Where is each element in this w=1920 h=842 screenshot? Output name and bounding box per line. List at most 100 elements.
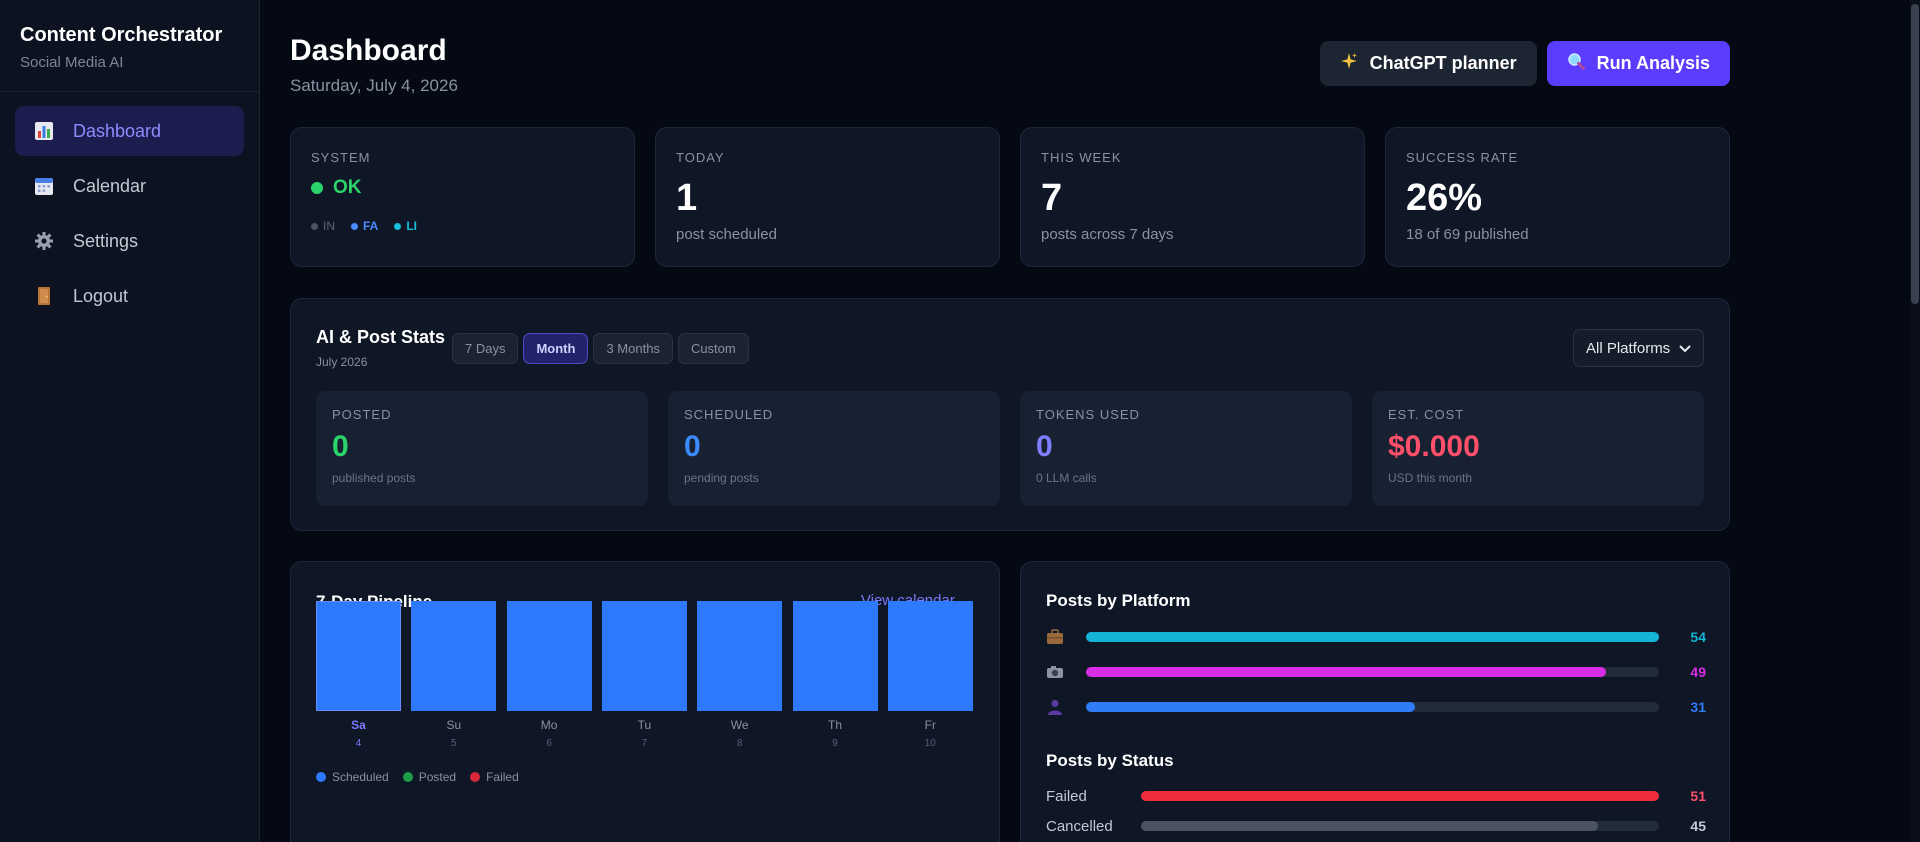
status-bar-track <box>1141 791 1659 801</box>
platform-count: 49 <box>1690 664 1706 680</box>
range-tabs: 7 Days Month 3 Months Custom <box>452 333 749 364</box>
brand: Content Orchestrator Social Media AI <box>0 0 259 92</box>
legend-label: Posted <box>418 770 457 784</box>
stat-sub: published posts <box>332 471 416 485</box>
pipeline-day-label: Tu <box>637 718 652 732</box>
legend-label: Scheduled <box>332 770 389 784</box>
kpi-value: 1 <box>676 177 698 219</box>
platform-code: FA <box>363 219 379 233</box>
sidebar-item-dashboard[interactable]: Dashboard <box>15 106 244 156</box>
range-tab-month[interactable]: Month <box>523 333 589 364</box>
system-status-text: OK <box>333 177 362 198</box>
platform-dot-icon <box>394 222 402 230</box>
pipeline-day-bar[interactable] <box>697 601 783 711</box>
sidebar-item-calendar[interactable]: Calendar <box>15 161 244 211</box>
platform-select[interactable]: All Platforms <box>1573 329 1704 367</box>
scrollbar-thumb[interactable] <box>1911 4 1919 304</box>
sparkles-icon <box>1340 52 1358 75</box>
scheduled-stat: SCHEDULED 0 pending posts <box>668 391 1000 506</box>
chatgpt-planner-label: ChatGPT planner <box>1369 53 1517 73</box>
platform-dot-icon <box>351 222 358 230</box>
tokens-used-stat: TOKENS USED 0 0 LLM calls <box>1020 391 1352 506</box>
pipeline-day-bar[interactable] <box>601 601 687 711</box>
page-title: Dashboard <box>290 34 447 67</box>
camera-icon <box>1046 664 1064 685</box>
pipeline-day-bar[interactable] <box>792 601 878 711</box>
stat-value: 0 <box>332 430 349 463</box>
pipeline-day-number: 10 <box>924 738 936 749</box>
run-analysis-label: Run Analysis <box>1596 53 1710 73</box>
status-bar-fill <box>1141 791 1659 801</box>
range-tab-3-months[interactable]: 3 Months <box>593 333 673 364</box>
stat-sub: USD this month <box>1388 471 1473 485</box>
pipeline-day-bar[interactable] <box>887 601 973 711</box>
ai-post-stats-card: AI & Post Stats July 2026 7 Days Month 3… <box>290 298 1730 531</box>
stat-label: SCHEDULED <box>684 407 774 422</box>
stat-value: $0.000 <box>1388 430 1480 463</box>
kpi-value: 7 <box>1041 177 1063 219</box>
stat-label: EST. COST <box>1388 407 1465 422</box>
pipeline-day-label: Mo <box>540 718 558 732</box>
stat-label: POSTED <box>332 407 392 422</box>
platform-bar-fill <box>1086 632 1659 642</box>
today-card: TODAY 1 post scheduled <box>655 127 1000 267</box>
door-icon <box>33 285 55 307</box>
sidebar-item-settings[interactable]: Settings <box>15 216 244 266</box>
legend-failed: Failed <box>470 770 519 784</box>
platform-row: 54 <box>1046 627 1706 647</box>
platform-chip-li: LI <box>394 219 417 233</box>
chatgpt-planner-button[interactable]: ChatGPT planner <box>1319 41 1537 86</box>
platform-bar-fill <box>1086 667 1606 677</box>
platform-bar-track <box>1086 667 1659 677</box>
success-rate-card: SUCCESS RATE 26% 18 of 69 published <box>1385 127 1730 267</box>
status-label: Cancelled <box>1046 817 1113 835</box>
gear-icon <box>33 230 55 252</box>
platform-count: 31 <box>1690 699 1706 715</box>
platform-bar-track <box>1086 702 1659 712</box>
status-label: Failed <box>1046 787 1087 805</box>
kpi-label: TODAY <box>676 150 725 165</box>
platform-bar-track <box>1086 632 1659 642</box>
platform-dot-icon <box>311 222 318 230</box>
page-date: Saturday, July 4, 2026 <box>290 76 458 95</box>
legend-dot-icon <box>316 772 326 782</box>
kpi-label: THIS WEEK <box>1041 150 1122 165</box>
stats-subtitle: July 2026 <box>316 355 368 369</box>
pipeline-day-label: We <box>730 718 749 732</box>
run-analysis-button[interactable]: Run Analysis <box>1546 41 1730 86</box>
kpi-sub: post scheduled <box>676 226 777 243</box>
platform-status-list: IN FA LI <box>311 219 614 233</box>
range-tab-7-days[interactable]: 7 Days <box>452 333 519 364</box>
status-count: 51 <box>1690 788 1706 804</box>
platform-chip-fa: FA <box>351 219 378 233</box>
sidebar-item-label: Settings <box>73 230 139 251</box>
status-row: Cancelled 45 <box>1046 816 1706 836</box>
pipeline-day-bar[interactable] <box>411 601 497 711</box>
status-row: Failed 51 <box>1046 786 1706 806</box>
legend-label: Failed <box>486 770 519 784</box>
stat-value: 0 <box>684 430 701 463</box>
pipeline-day-number: 5 <box>451 738 457 749</box>
sidebar: Content Orchestrator Social Media AI Das… <box>0 0 260 842</box>
pipeline-day-bar[interactable] <box>506 601 592 711</box>
status-bar-track <box>1141 821 1659 831</box>
kpi-label: SUCCESS RATE <box>1406 150 1519 165</box>
legend-posted: Posted <box>402 770 457 784</box>
pipeline-day-number: 9 <box>832 738 838 749</box>
status-bar-fill <box>1141 821 1599 831</box>
brand-subtitle: Social Media AI <box>20 54 124 71</box>
briefcase-icon <box>1046 629 1064 650</box>
kpi-label: SYSTEM <box>311 150 371 165</box>
sidebar-item-label: Calendar <box>73 175 147 196</box>
posts-by-platform-title: Posts by Platform <box>1046 591 1191 610</box>
pipeline-card: 7-Day Pipeline View calendar → Sa4Su5Mo6… <box>290 561 1000 842</box>
range-tab-custom[interactable]: Custom <box>677 333 749 364</box>
kpi-sub: 18 of 69 published <box>1406 226 1529 243</box>
page-scrollbar[interactable] <box>1910 0 1920 842</box>
platform-row: 49 <box>1046 662 1706 682</box>
chevron-down-icon <box>1679 340 1691 357</box>
platform-status-card: Posts by Platform 54 49 31 Posts by Status… <box>1020 561 1730 842</box>
pipeline-day-bar[interactable] <box>316 601 401 711</box>
pipeline-legend: Scheduled Posted Failed <box>316 770 519 784</box>
sidebar-item-logout[interactable]: Logout <box>15 271 244 321</box>
